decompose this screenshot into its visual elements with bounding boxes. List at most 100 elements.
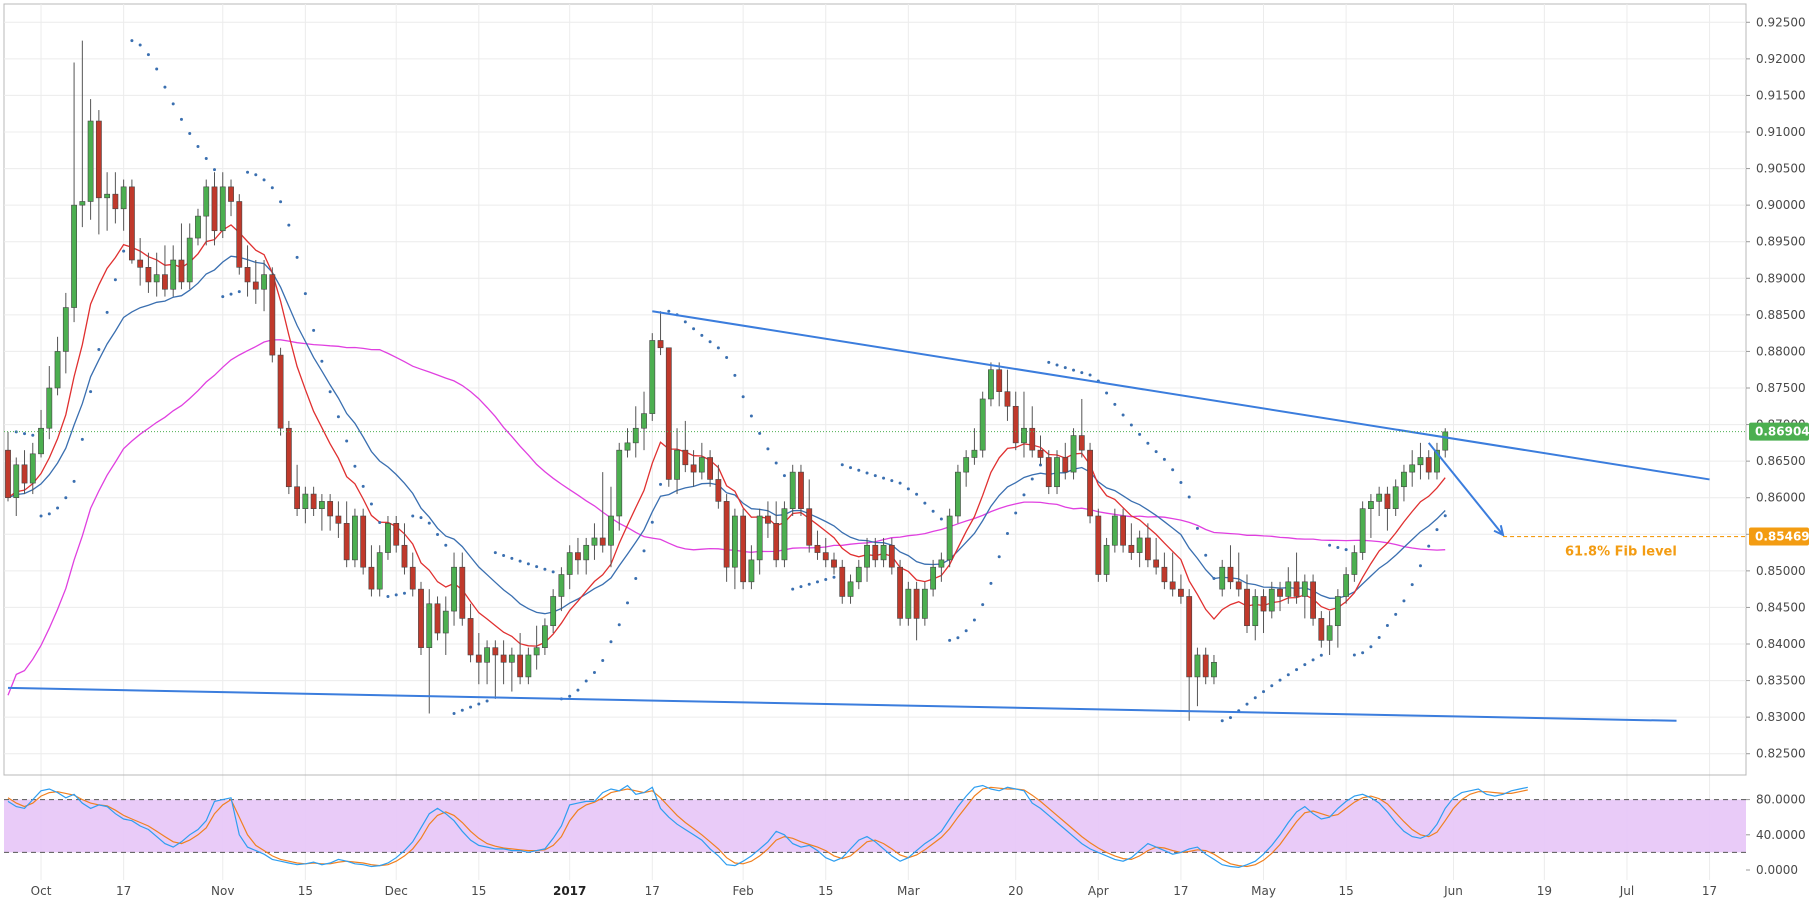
- candle: [1144, 523, 1151, 568]
- x-tick-label: 17: [1173, 884, 1188, 898]
- candle: [79, 40, 86, 228]
- sar-dot: [105, 310, 109, 314]
- candle: [1103, 537, 1110, 582]
- candle-body: [806, 508, 813, 546]
- candle: [277, 347, 284, 436]
- candle-body: [244, 267, 251, 283]
- price-axis[interactable]: 0.92500 0.92000 0.91500 0.91000 0.90500 0.900…: [1746, 15, 1806, 877]
- candle: [921, 581, 928, 626]
- candle: [558, 567, 565, 612]
- candle-body: [831, 559, 837, 568]
- candle-body: [599, 537, 606, 546]
- candle-body: [1219, 566, 1226, 590]
- candle-body: [1384, 493, 1391, 509]
- candle: [1054, 450, 1060, 495]
- sar-dot: [807, 582, 811, 586]
- time-axis[interactable]: Oct 17 Nov 15 Dec 15 2017 17 Feb 15 Mar 20 Apr 17 May 1…: [31, 884, 1718, 898]
- sar-dot: [1179, 480, 1183, 484]
- sar-dot: [601, 659, 605, 663]
- candle-body: [492, 647, 499, 656]
- candle-body: [29, 453, 36, 484]
- candle-body: [1260, 596, 1267, 612]
- trendlines[interactable]: 61.8% Fib level: [7, 310, 1746, 722]
- candle: [731, 508, 738, 590]
- candle: [1111, 508, 1118, 553]
- sar-dot: [336, 415, 340, 419]
- sar-dot: [320, 359, 324, 363]
- sar-dot: [1427, 544, 1431, 548]
- sar-dot: [1088, 373, 1092, 377]
- candle-body: [541, 625, 548, 648]
- candle: [1351, 545, 1358, 582]
- candle-body: [657, 340, 664, 349]
- candle-body: [641, 413, 647, 429]
- candle-body: [707, 457, 713, 480]
- sar-dot: [510, 556, 514, 560]
- sar-dot: [1344, 548, 1348, 552]
- y-tick-label: 0.88000: [1756, 344, 1806, 358]
- lower-support-trendline: [7, 686, 1677, 722]
- sar-dot: [725, 355, 729, 359]
- candle-body: [1054, 457, 1060, 488]
- candle-body: [1417, 457, 1424, 466]
- candle-body: [880, 544, 887, 561]
- candle: [228, 179, 234, 217]
- candle-body: [401, 544, 408, 568]
- candle-body: [971, 449, 978, 458]
- x-tick-label: Jul: [1619, 884, 1634, 898]
- candle: [29, 442, 36, 495]
- candle-body: [930, 566, 937, 590]
- sar-dot: [146, 53, 150, 57]
- sar-dot: [708, 340, 712, 344]
- candle: [930, 559, 937, 597]
- x-tick-label: Mar: [897, 884, 920, 898]
- candle-body: [1194, 654, 1201, 678]
- candle-body: [756, 515, 763, 561]
- candle: [690, 450, 697, 487]
- candle-body: [608, 515, 614, 546]
- candle-body: [864, 544, 870, 568]
- candle: [145, 252, 152, 293]
- candlesticks: [5, 40, 1449, 721]
- candle: [946, 508, 953, 568]
- stoch-tick-label: 80.0000: [1756, 793, 1806, 807]
- candle: [938, 552, 945, 582]
- candle-body: [1045, 457, 1052, 488]
- candle-body: [1244, 588, 1250, 627]
- candle: [1211, 654, 1217, 685]
- y-tick-label: 0.91000: [1756, 125, 1806, 139]
- sar-dot: [56, 506, 60, 510]
- sar-dot: [179, 117, 183, 121]
- y-tick-label: 0.90000: [1756, 198, 1806, 212]
- sar-dot: [972, 618, 976, 622]
- sar-dot: [1385, 623, 1389, 627]
- candle-body: [38, 427, 44, 455]
- candle: [905, 581, 912, 626]
- candle-body: [575, 552, 581, 561]
- sar-dot: [956, 636, 960, 640]
- candle: [153, 252, 160, 297]
- candle-body: [690, 464, 697, 473]
- sar-dot: [502, 553, 506, 557]
- sar-dot: [716, 346, 720, 350]
- candle-body: [1078, 435, 1085, 451]
- candle: [195, 208, 201, 246]
- candle-body: [566, 552, 573, 575]
- candle-body: [71, 204, 77, 308]
- sar-dot: [849, 466, 853, 470]
- x-tick-label: 15: [818, 884, 833, 898]
- forecast-arrow-head: [1493, 525, 1505, 537]
- candle: [269, 267, 276, 363]
- candle-body: [765, 515, 771, 524]
- candle-body: [178, 259, 185, 283]
- candle-body: [1252, 596, 1259, 627]
- candle: [451, 552, 457, 626]
- sar-dot: [1270, 684, 1274, 688]
- candle-body: [558, 574, 565, 597]
- sar-dot: [155, 67, 159, 71]
- price-badge: [1749, 527, 1809, 546]
- x-tick-label: 15: [298, 884, 313, 898]
- y-tick-label: 0.88500: [1756, 308, 1806, 322]
- candle-body: [814, 544, 821, 553]
